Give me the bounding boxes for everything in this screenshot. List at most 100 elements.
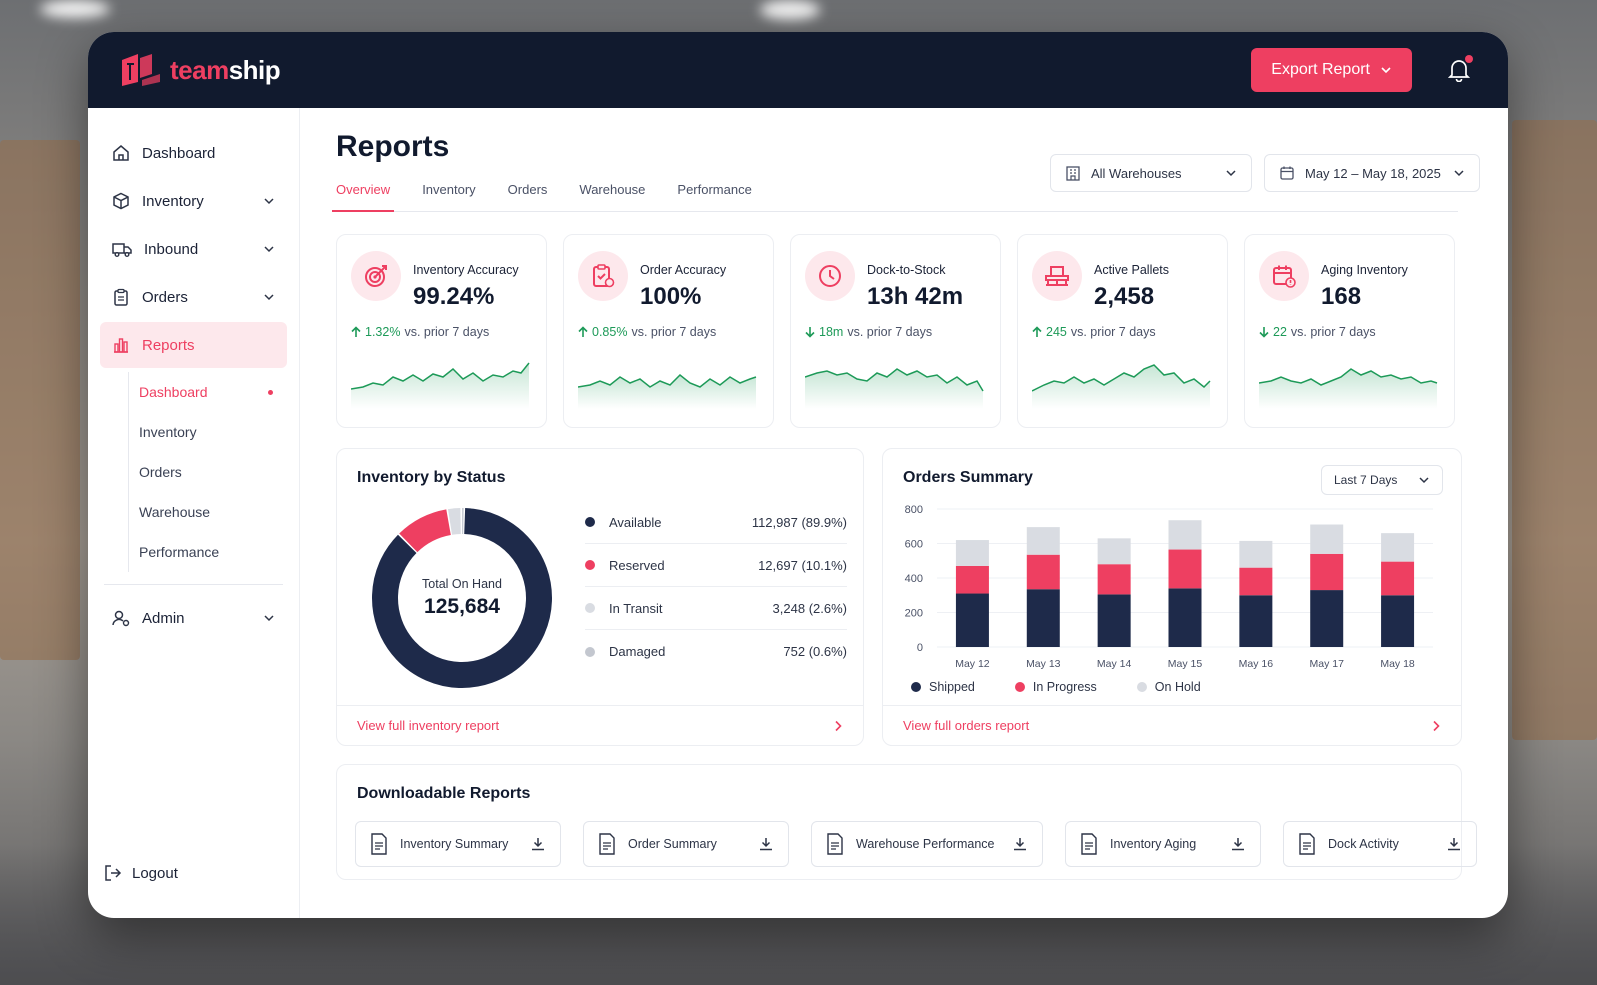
top-bar: teamship Export Report: [88, 32, 1508, 108]
warehouse-filter-value: All Warehouses: [1091, 165, 1182, 181]
sidebar-item-admin[interactable]: Admin: [100, 595, 287, 641]
tab-warehouse[interactable]: Warehouse: [579, 182, 646, 197]
download-name: Order Summary: [628, 837, 717, 851]
date-range-select[interactable]: May 12 – May 18, 2025: [1264, 154, 1480, 192]
x-tick-label: May 15: [1168, 658, 1203, 670]
export-report-button[interactable]: Export Report: [1251, 48, 1412, 92]
download-icon[interactable]: [1446, 836, 1462, 852]
target-icon: [351, 251, 401, 301]
kpi-value: 168: [1321, 283, 1362, 310]
brand-name-part1: team: [170, 54, 229, 85]
background-light: [760, 0, 820, 20]
kpi-label: Inventory Accuracy: [413, 263, 519, 277]
legend-item-on-hold: On Hold: [1136, 680, 1201, 694]
kpi-card-dock-to-stock[interactable]: Dock-to-Stock 13h 42m 18m vs. prior 7 da…: [790, 234, 1001, 428]
download-icon[interactable]: [530, 836, 546, 852]
sidebar-item-inventory[interactable]: Inventory: [100, 178, 287, 224]
x-tick-label: May 17: [1309, 658, 1344, 670]
tab-performance[interactable]: Performance: [677, 182, 752, 197]
notifications-button[interactable]: [1446, 55, 1473, 83]
legend-pct: (10.1%): [801, 557, 847, 573]
warehouse-filter-select[interactable]: All Warehouses: [1050, 154, 1252, 192]
tab-orders[interactable]: Orders: [507, 182, 548, 197]
download-card[interactable]: Inventory Aging: [1065, 821, 1261, 867]
download-icon[interactable]: [758, 836, 774, 852]
legend-label: In Progress: [1032, 680, 1097, 694]
sidebar-item-orders[interactable]: Orders: [100, 274, 287, 320]
legend-value: 752: [783, 644, 806, 659]
submenu-item-orders[interactable]: Orders: [129, 452, 287, 492]
bar-segment-in-progress: [1310, 553, 1344, 591]
chevron-down-icon: [264, 246, 274, 253]
sidebar-item-inbound[interactable]: Inbound: [100, 226, 287, 272]
bar-segment-shipped: [955, 593, 989, 647]
download-icon[interactable]: [1012, 836, 1028, 852]
kpi-card-order-accuracy[interactable]: Order Accuracy 100% 0.85% vs. prior 7 da…: [563, 234, 774, 428]
kpi-delta: 18m vs. prior 7 days: [805, 325, 986, 339]
bar-segment-in-progress: [1381, 561, 1415, 596]
brand-name-part2: ship: [228, 54, 281, 85]
tab-overview[interactable]: Overview: [331, 182, 395, 212]
chevron-down-icon: [264, 198, 274, 205]
submenu-item-label: Orders: [139, 464, 182, 480]
kpi-card-aging-inventory[interactable]: Aging Inventory 168 22 vs. prior 7 days: [1244, 234, 1455, 428]
download-card[interactable]: Inventory Summary: [355, 821, 561, 867]
download-name: Inventory Aging: [1110, 837, 1197, 851]
chart-icon: [114, 338, 128, 353]
sidebar-item-reports[interactable]: Reports: [100, 322, 287, 368]
sidebar-item-dashboard[interactable]: Dashboard: [100, 130, 287, 176]
download-card[interactable]: Dock Activity: [1283, 821, 1477, 867]
submenu-item-inventory[interactable]: Inventory: [129, 412, 287, 452]
arrow-up-icon: [578, 326, 588, 337]
bar-segment-in-progress: [1168, 549, 1202, 589]
orders-range-select[interactable]: Last 7 Days: [1321, 465, 1443, 495]
clock-icon: [805, 251, 855, 301]
report-tabs: Overview Inventory Orders Warehouse Perf…: [331, 182, 1458, 212]
page-title: Reports: [336, 130, 450, 163]
footer-link-label: View full orders report: [903, 718, 1030, 733]
view-orders-report-link[interactable]: View full orders report: [883, 705, 1461, 745]
submenu-item-warehouse[interactable]: Warehouse: [129, 492, 287, 532]
submenu-item-label: Warehouse: [139, 504, 211, 520]
x-tick-label: May 12: [955, 658, 990, 670]
download-name: Dock Activity: [1328, 837, 1399, 851]
kpi-delta-suffix: vs. prior 7 days: [631, 325, 717, 339]
legend-name: In Transit: [609, 600, 663, 616]
x-tick-label: May 16: [1239, 658, 1274, 670]
bar-segment-on-hold: [1026, 527, 1060, 555]
kpi-card-inventory-accuracy[interactable]: Inventory Accuracy 99.24% 1.32% vs. prio…: [336, 234, 547, 428]
download-card[interactable]: Order Summary: [583, 821, 789, 867]
kpi-delta-value: 22: [1273, 325, 1287, 339]
kpi-value: 13h 42m: [867, 283, 964, 310]
submenu-item-performance[interactable]: Performance: [129, 532, 287, 572]
legend-value: 112,987: [751, 514, 798, 530]
user-gear-icon: [112, 610, 130, 627]
bar-segment-on-hold: [1168, 520, 1202, 550]
download-icon[interactable]: [1230, 836, 1246, 852]
calendar-alert-icon: [1259, 251, 1309, 301]
sparkline-chart: [805, 368, 984, 409]
brand-logo[interactable]: teamship: [118, 52, 281, 88]
legend-dot: [585, 646, 595, 657]
clipboard-check-icon: [578, 251, 628, 301]
download-name: Inventory Summary: [400, 837, 509, 851]
download-card[interactable]: Warehouse Performance: [811, 821, 1043, 867]
legend-item-shipped: Shipped: [911, 680, 975, 694]
brand-name: teamship: [170, 54, 281, 86]
view-inventory-report-link[interactable]: View full inventory report: [337, 705, 863, 745]
kpi-card-active-pallets[interactable]: Active Pallets 2,458 245 vs. prior 7 day…: [1017, 234, 1228, 428]
main-content: Reports Overview Inventory Orders Wareho…: [300, 108, 1508, 918]
tab-inventory[interactable]: Inventory: [422, 182, 476, 197]
kpi-label: Active Pallets: [1094, 263, 1170, 277]
chevron-down-icon: [264, 294, 274, 301]
submenu-item-dashboard[interactable]: Dashboard: [129, 372, 287, 412]
logout-button[interactable]: Logout: [104, 864, 178, 882]
bell-icon: [1448, 60, 1470, 82]
pallet-icon: [1032, 251, 1082, 301]
legend-row-damaged: Damaged 752 (0.6%): [585, 630, 847, 673]
truck-icon: [112, 243, 132, 257]
panel-title: Orders Summary: [903, 469, 1033, 486]
sidebar-item-label: Inventory: [142, 192, 204, 210]
x-tick-label: May 13: [1026, 658, 1061, 670]
legend-pct: (89.9%): [801, 514, 847, 530]
